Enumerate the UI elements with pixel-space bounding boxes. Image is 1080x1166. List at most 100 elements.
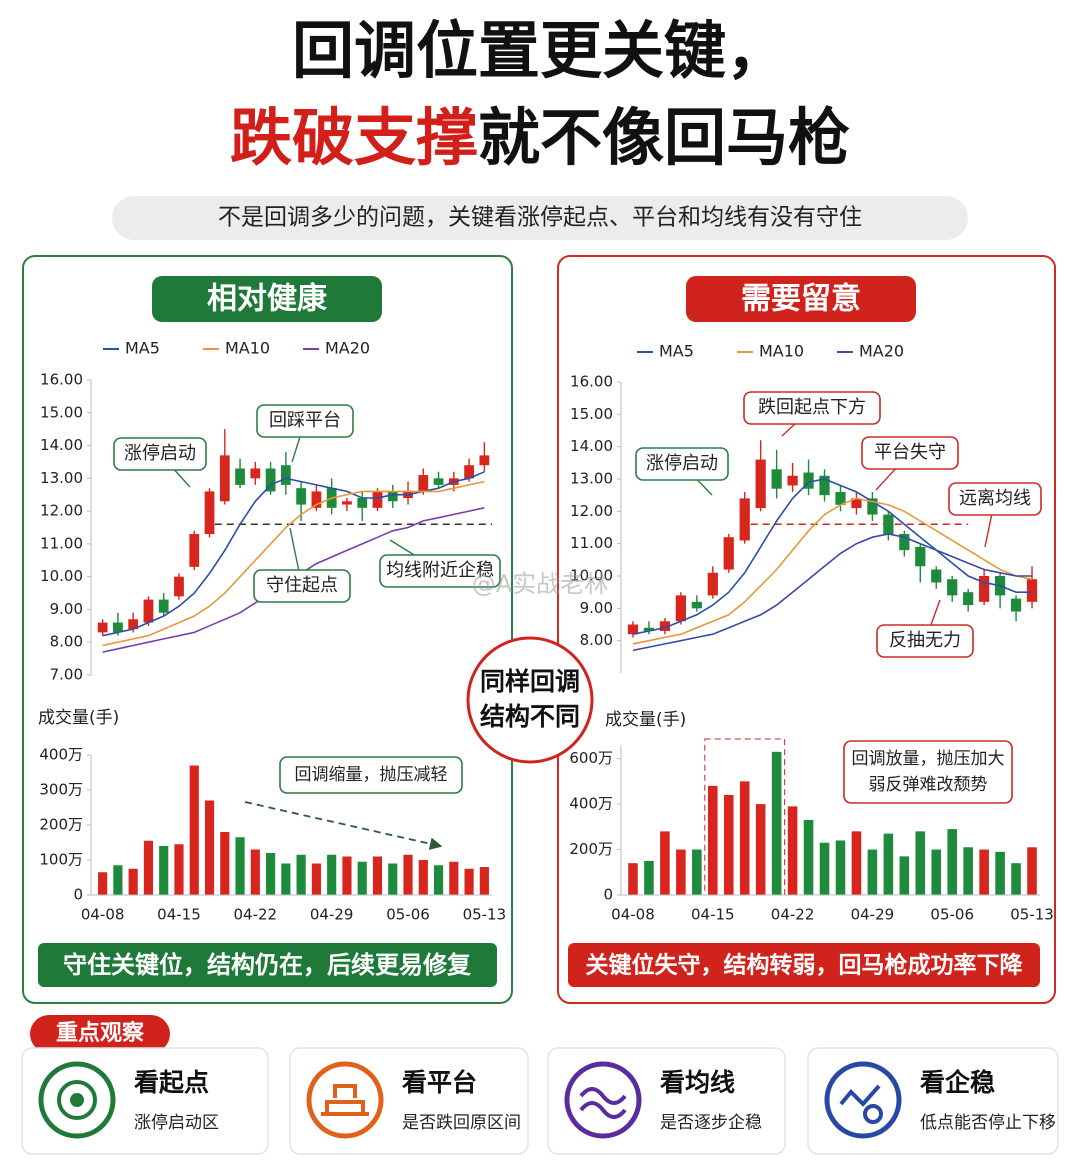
candle-body xyxy=(296,488,307,505)
candle-body xyxy=(931,569,942,583)
candle-body xyxy=(433,478,444,485)
volume-bar xyxy=(357,861,367,895)
y-tick-label: 100万 xyxy=(39,851,83,869)
volume-bar xyxy=(433,865,444,895)
candle-body xyxy=(158,599,169,613)
legend-label: MA10 xyxy=(225,339,270,358)
right-badge xyxy=(686,276,916,322)
candle-body xyxy=(835,491,846,505)
volume-bar xyxy=(883,833,894,895)
candle-body xyxy=(819,475,830,496)
ma-line xyxy=(632,497,1033,645)
volume-bar xyxy=(628,863,638,895)
callout-text: 跌回起点下方 xyxy=(758,397,866,418)
icon-part xyxy=(321,1084,369,1116)
candle-body xyxy=(899,533,910,551)
candle-body xyxy=(707,572,718,596)
candle-body xyxy=(357,498,368,508)
volume-bar xyxy=(819,842,830,895)
callout-box xyxy=(379,554,501,588)
focus-pill xyxy=(30,1015,170,1053)
candle-body xyxy=(128,619,139,630)
volume-bar xyxy=(708,785,718,895)
candle-body xyxy=(675,595,686,622)
y-axis-label: 成交量(手) xyxy=(38,708,119,728)
candle-body xyxy=(280,465,291,485)
y-tick-label: 11.00 xyxy=(40,534,83,552)
volume-bar xyxy=(449,861,459,895)
subtitle: 不是回调多少的问题，关键看涨停起点、平台和均线有没有守住 xyxy=(218,205,862,231)
candle-body xyxy=(883,514,894,534)
callout-text: 涨停启动 xyxy=(124,443,196,464)
volume-bar xyxy=(867,849,878,895)
candle-body xyxy=(250,468,261,479)
volume-bar xyxy=(327,854,337,895)
volume-bar xyxy=(388,863,398,895)
candle-body xyxy=(219,455,230,502)
y-tick-label: 400万 xyxy=(569,795,613,813)
focus-item-desc: 是否逐步企稳 xyxy=(660,1113,762,1133)
callout-box xyxy=(876,624,974,658)
candle-body xyxy=(174,576,184,597)
y-tick-label: 9.00 xyxy=(580,599,613,617)
volume-bar xyxy=(771,751,782,895)
candle-body xyxy=(342,501,352,505)
candle-body xyxy=(963,592,974,606)
volume-bar xyxy=(1011,863,1021,895)
legend-label: MA5 xyxy=(659,342,694,361)
charts: 16.00 15.00 14.00 13.00 12.00 11.00 10.00 9.00 8… xyxy=(38,339,1054,924)
callout-text: 守住起点 xyxy=(266,575,338,596)
right-conclusion-bar xyxy=(568,943,1040,987)
ma-line xyxy=(632,478,1032,635)
y-tick-label: 11.00 xyxy=(570,534,613,552)
callout-text: 反抽无力 xyxy=(889,630,961,651)
volume-bar xyxy=(979,849,989,895)
candle-body xyxy=(739,498,750,541)
volume-bar xyxy=(464,868,474,895)
volume-bar xyxy=(235,837,245,895)
candle-body xyxy=(947,579,958,596)
candle-body xyxy=(659,621,671,631)
volume-bar xyxy=(803,820,814,895)
y-tick-label: 14.00 xyxy=(40,436,83,454)
focus-item-title: 看企稳 xyxy=(920,1068,995,1097)
x-tick-label: 04-08 xyxy=(81,906,125,924)
y-tick-label: 10.00 xyxy=(570,567,613,585)
volume-bar xyxy=(128,868,138,895)
candle-body xyxy=(787,475,798,486)
focus-item-desc: 低点能否停止下移 xyxy=(920,1113,1056,1133)
volume-bar xyxy=(143,840,154,895)
y-axis-label: 成交量(手) xyxy=(605,710,686,730)
volume-bar xyxy=(174,844,184,895)
x-tick-label: 05-13 xyxy=(1010,906,1054,924)
callout-text: 平台失守 xyxy=(874,442,946,463)
volume-bar xyxy=(676,849,686,895)
volume-bar xyxy=(851,831,862,895)
y-tick-label: 7.00 xyxy=(50,666,83,684)
right-conclusion: 关键位失守，结构转弱，回马枪成功率下降 xyxy=(586,952,1024,979)
candle-body xyxy=(113,622,123,633)
candle-body xyxy=(265,468,276,492)
volume-bar xyxy=(899,856,910,895)
candle-body xyxy=(851,498,862,509)
center-badge-line1: 同样回调 xyxy=(480,667,580,696)
legend-label: MA10 xyxy=(759,342,804,361)
volume-bar xyxy=(403,854,413,895)
candle-body xyxy=(755,459,766,509)
focus-item-title: 看均线 xyxy=(660,1068,735,1097)
y-tick-label: 200万 xyxy=(569,840,613,858)
y-tick-label: 16.00 xyxy=(570,373,613,391)
volume-bar xyxy=(915,831,926,895)
volume-bar xyxy=(159,846,169,895)
candle-body xyxy=(723,537,734,570)
title-red: 跌破支撑 xyxy=(230,101,478,174)
candle-body xyxy=(771,469,782,489)
focus-item-desc: 涨停启动区 xyxy=(134,1113,219,1133)
volume-bar xyxy=(739,781,750,895)
icon-part xyxy=(863,1104,883,1124)
candle-body xyxy=(189,534,200,567)
volume-bar xyxy=(342,856,352,895)
candle-body xyxy=(143,599,154,623)
candle-body xyxy=(1010,598,1022,612)
